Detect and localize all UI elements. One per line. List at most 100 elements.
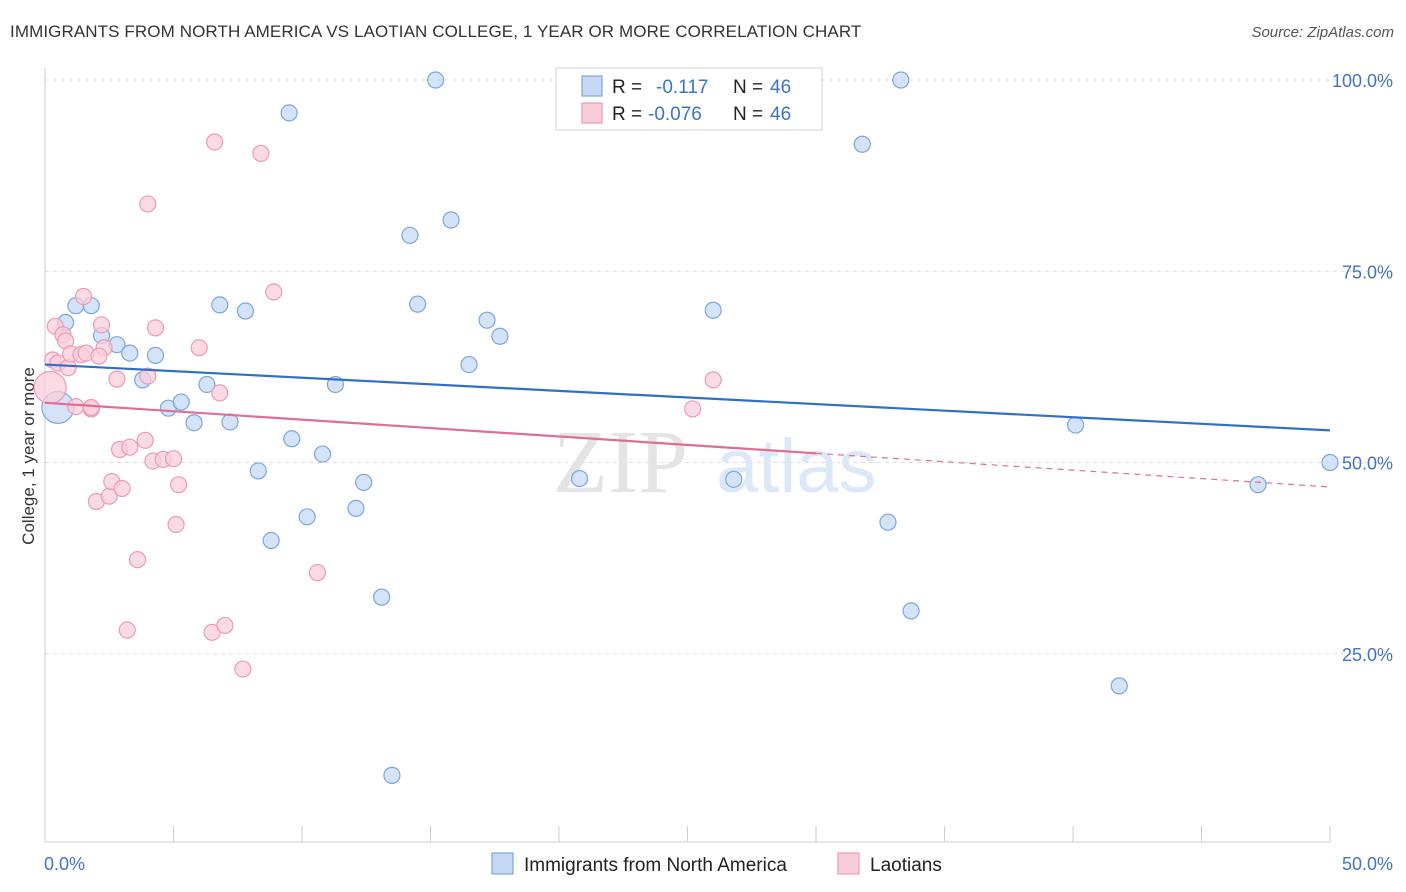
series-immigrants-points bbox=[41, 71, 1339, 784]
data-point bbox=[67, 398, 85, 416]
data-point bbox=[211, 384, 229, 402]
trend-line-solid bbox=[44, 401, 817, 455]
y-tick-label: 100.0% bbox=[1332, 71, 1393, 91]
data-point bbox=[211, 296, 229, 314]
data-point bbox=[172, 393, 190, 411]
data-point bbox=[113, 479, 131, 498]
data-point bbox=[198, 375, 216, 394]
bottom-legend-label-blue: Immigrants from North America bbox=[524, 855, 787, 876]
data-point bbox=[164, 450, 183, 468]
data-point bbox=[118, 621, 136, 639]
data-point bbox=[478, 311, 496, 329]
legend-n-label-1: N = bbox=[733, 77, 763, 98]
trend-line-dashed bbox=[815, 452, 1331, 488]
data-point bbox=[442, 211, 460, 229]
data-point bbox=[33, 370, 67, 405]
data-point bbox=[108, 370, 126, 388]
data-point bbox=[185, 414, 203, 432]
data-point bbox=[383, 766, 401, 784]
watermark-atlas: atlas bbox=[716, 424, 877, 509]
data-point bbox=[427, 71, 445, 89]
data-point bbox=[236, 302, 255, 320]
data-point bbox=[146, 346, 165, 364]
data-point bbox=[280, 104, 298, 122]
watermark: ZIP atlas bbox=[553, 413, 877, 512]
bottom-legend: Immigrants from North America Laotians bbox=[491, 852, 942, 876]
data-point bbox=[74, 287, 93, 306]
data-point bbox=[167, 515, 185, 534]
data-point bbox=[460, 355, 478, 374]
data-point bbox=[82, 398, 100, 417]
axes bbox=[44, 68, 1331, 843]
data-point bbox=[491, 327, 509, 345]
data-point bbox=[684, 400, 702, 418]
data-point bbox=[265, 283, 283, 301]
data-point bbox=[139, 195, 157, 213]
series-laotians-points bbox=[33, 133, 722, 678]
data-point bbox=[283, 430, 301, 448]
data-point bbox=[146, 319, 165, 337]
y-tick-label: 50.0% bbox=[1342, 454, 1393, 474]
data-point bbox=[902, 602, 920, 620]
data-point bbox=[206, 133, 224, 151]
data-point bbox=[1110, 677, 1128, 695]
legend-n-value-1: 46 bbox=[770, 77, 791, 98]
data-point bbox=[216, 616, 234, 635]
data-point bbox=[1066, 416, 1085, 434]
bottom-legend-label-pink: Laotians bbox=[870, 855, 942, 876]
legend-swatch-pink bbox=[581, 102, 603, 124]
data-point bbox=[298, 508, 316, 526]
data-point bbox=[704, 301, 722, 319]
y-tick-labels: 25.0% 50.0% 75.0% 100.0% bbox=[1332, 71, 1393, 665]
data-point bbox=[170, 476, 188, 494]
data-point bbox=[136, 431, 154, 449]
data-point bbox=[409, 295, 427, 313]
data-point bbox=[570, 469, 589, 488]
legend-r-label-1: R = bbox=[612, 77, 642, 98]
data-point bbox=[90, 347, 108, 365]
data-point bbox=[892, 71, 910, 89]
legend-n-label-2: N = bbox=[733, 104, 763, 125]
grid-lines bbox=[45, 79, 1392, 655]
y-tick-label: 25.0% bbox=[1342, 645, 1393, 665]
data-point bbox=[347, 499, 365, 517]
trend-lines bbox=[44, 363, 1331, 488]
bottom-legend-swatch-pink bbox=[837, 852, 860, 875]
data-point bbox=[1321, 453, 1339, 472]
data-point bbox=[308, 564, 327, 582]
data-point bbox=[355, 473, 373, 491]
source-credit: Source: ZipAtlas.com bbox=[1251, 24, 1394, 41]
data-point bbox=[313, 445, 332, 463]
data-point bbox=[262, 531, 280, 550]
chart-title: IMMIGRANTS FROM NORTH AMERICA VS LAOTIAN… bbox=[10, 22, 862, 41]
x-tick-label: 50.0% bbox=[1342, 854, 1393, 874]
legend-r-value-2: -0.076 bbox=[648, 104, 702, 125]
trend-line-solid bbox=[44, 363, 1331, 432]
data-point bbox=[234, 660, 252, 678]
data-point bbox=[121, 344, 139, 362]
data-point bbox=[249, 462, 267, 480]
data-point bbox=[879, 513, 897, 531]
data-point bbox=[1249, 476, 1267, 494]
data-point bbox=[139, 367, 157, 385]
data-point bbox=[252, 144, 270, 163]
x-tick-labels: 0.0% 50.0% bbox=[44, 854, 1393, 874]
data-point bbox=[128, 551, 147, 569]
legend: R = -0.117 N = 46 R = -0.076 N = 46 bbox=[555, 67, 823, 131]
legend-r-label-2: R = bbox=[612, 104, 642, 125]
data-point bbox=[725, 470, 743, 488]
x-tick-label: 0.0% bbox=[44, 854, 85, 874]
data-point bbox=[401, 226, 419, 244]
watermark-zip: ZIP bbox=[553, 413, 688, 512]
y-tick-label: 75.0% bbox=[1342, 262, 1393, 282]
data-point bbox=[190, 339, 208, 357]
legend-r-value-1: -0.117 bbox=[656, 77, 708, 98]
data-point bbox=[121, 438, 139, 456]
bottom-legend-swatch-blue bbox=[491, 852, 514, 875]
y-axis-label: College, 1 year or more bbox=[19, 367, 38, 545]
data-point bbox=[853, 135, 871, 153]
legend-n-value-2: 46 bbox=[770, 104, 791, 125]
legend-swatch-blue bbox=[581, 75, 603, 97]
data-point bbox=[373, 588, 391, 606]
